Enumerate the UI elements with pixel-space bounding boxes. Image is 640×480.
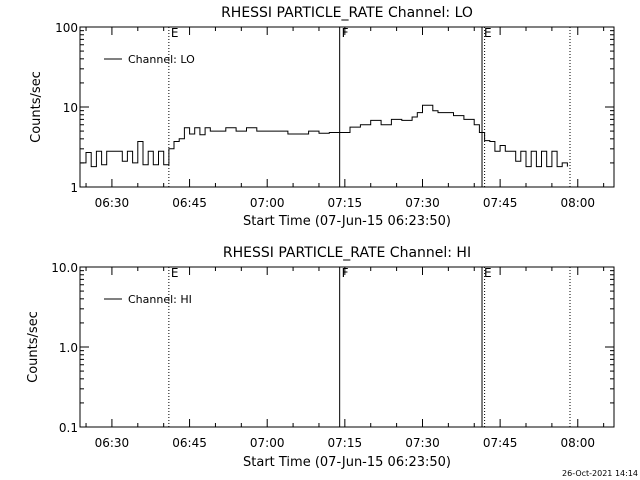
chart-title: RHESSI PARTICLE_RATE Channel: HI xyxy=(223,245,471,261)
legend-entry: Channel: HI xyxy=(128,293,192,306)
event-marker-label: E xyxy=(171,266,179,280)
y-tick-label: 1 xyxy=(70,181,78,195)
plot-frame xyxy=(79,26,615,188)
x-axis-label: Start Time (07-Jun-15 06:23:50) xyxy=(243,455,451,470)
y-tick-label: 0.1 xyxy=(59,421,78,435)
timestamp: 26-Oct-2021 14:14 xyxy=(562,469,638,478)
legend: Channel: LO xyxy=(104,53,195,66)
legend-entry: Channel: LO xyxy=(128,53,195,66)
event-marker-label: E xyxy=(484,26,492,40)
x-tick-label: 07:15 xyxy=(328,196,363,210)
x-tick-label: 07:30 xyxy=(405,436,440,450)
event-marker-label: E xyxy=(484,266,492,280)
x-tick-label: 06:30 xyxy=(95,436,130,450)
legend: Channel: HI xyxy=(104,293,192,306)
x-tick-label: 06:30 xyxy=(95,196,130,210)
x-tick-label: 07:00 xyxy=(250,196,285,210)
x-tick-label: 08:00 xyxy=(560,436,595,450)
y-axis-label: Counts/sec xyxy=(26,311,41,383)
x-tick-label: 07:45 xyxy=(483,196,518,210)
y-tick-label: 1.0 xyxy=(59,341,78,355)
x-tick-label: 06:45 xyxy=(172,196,207,210)
x-tick-label: 07:45 xyxy=(483,436,518,450)
series-line xyxy=(80,104,568,168)
panel-lo: RHESSI PARTICLE_RATE Channel: LO Counts/… xyxy=(29,5,615,229)
x-tick-label: 07:30 xyxy=(405,196,440,210)
panel-hi: RHESSI PARTICLE_RATE Channel: HI Counts/… xyxy=(26,245,615,470)
event-marker-label: F xyxy=(342,26,349,40)
event-marker-label: F xyxy=(342,266,349,280)
event-marker-label: E xyxy=(171,26,179,40)
y-tick-label: 10.0 xyxy=(51,261,78,275)
y-tick-label: 10 xyxy=(63,101,78,115)
x-tick-label: 07:00 xyxy=(250,436,285,450)
x-tick-label: 07:15 xyxy=(328,436,363,450)
x-tick-label: 08:00 xyxy=(560,196,595,210)
y-axis-label: Counts/sec xyxy=(29,71,44,143)
chart-title: RHESSI PARTICLE_RATE Channel: LO xyxy=(221,5,473,21)
y-tick-label: 100 xyxy=(55,21,78,35)
x-axis-label: Start Time (07-Jun-15 06:23:50) xyxy=(243,214,451,229)
plot-frame xyxy=(79,266,615,428)
x-tick-label: 06:45 xyxy=(172,436,207,450)
